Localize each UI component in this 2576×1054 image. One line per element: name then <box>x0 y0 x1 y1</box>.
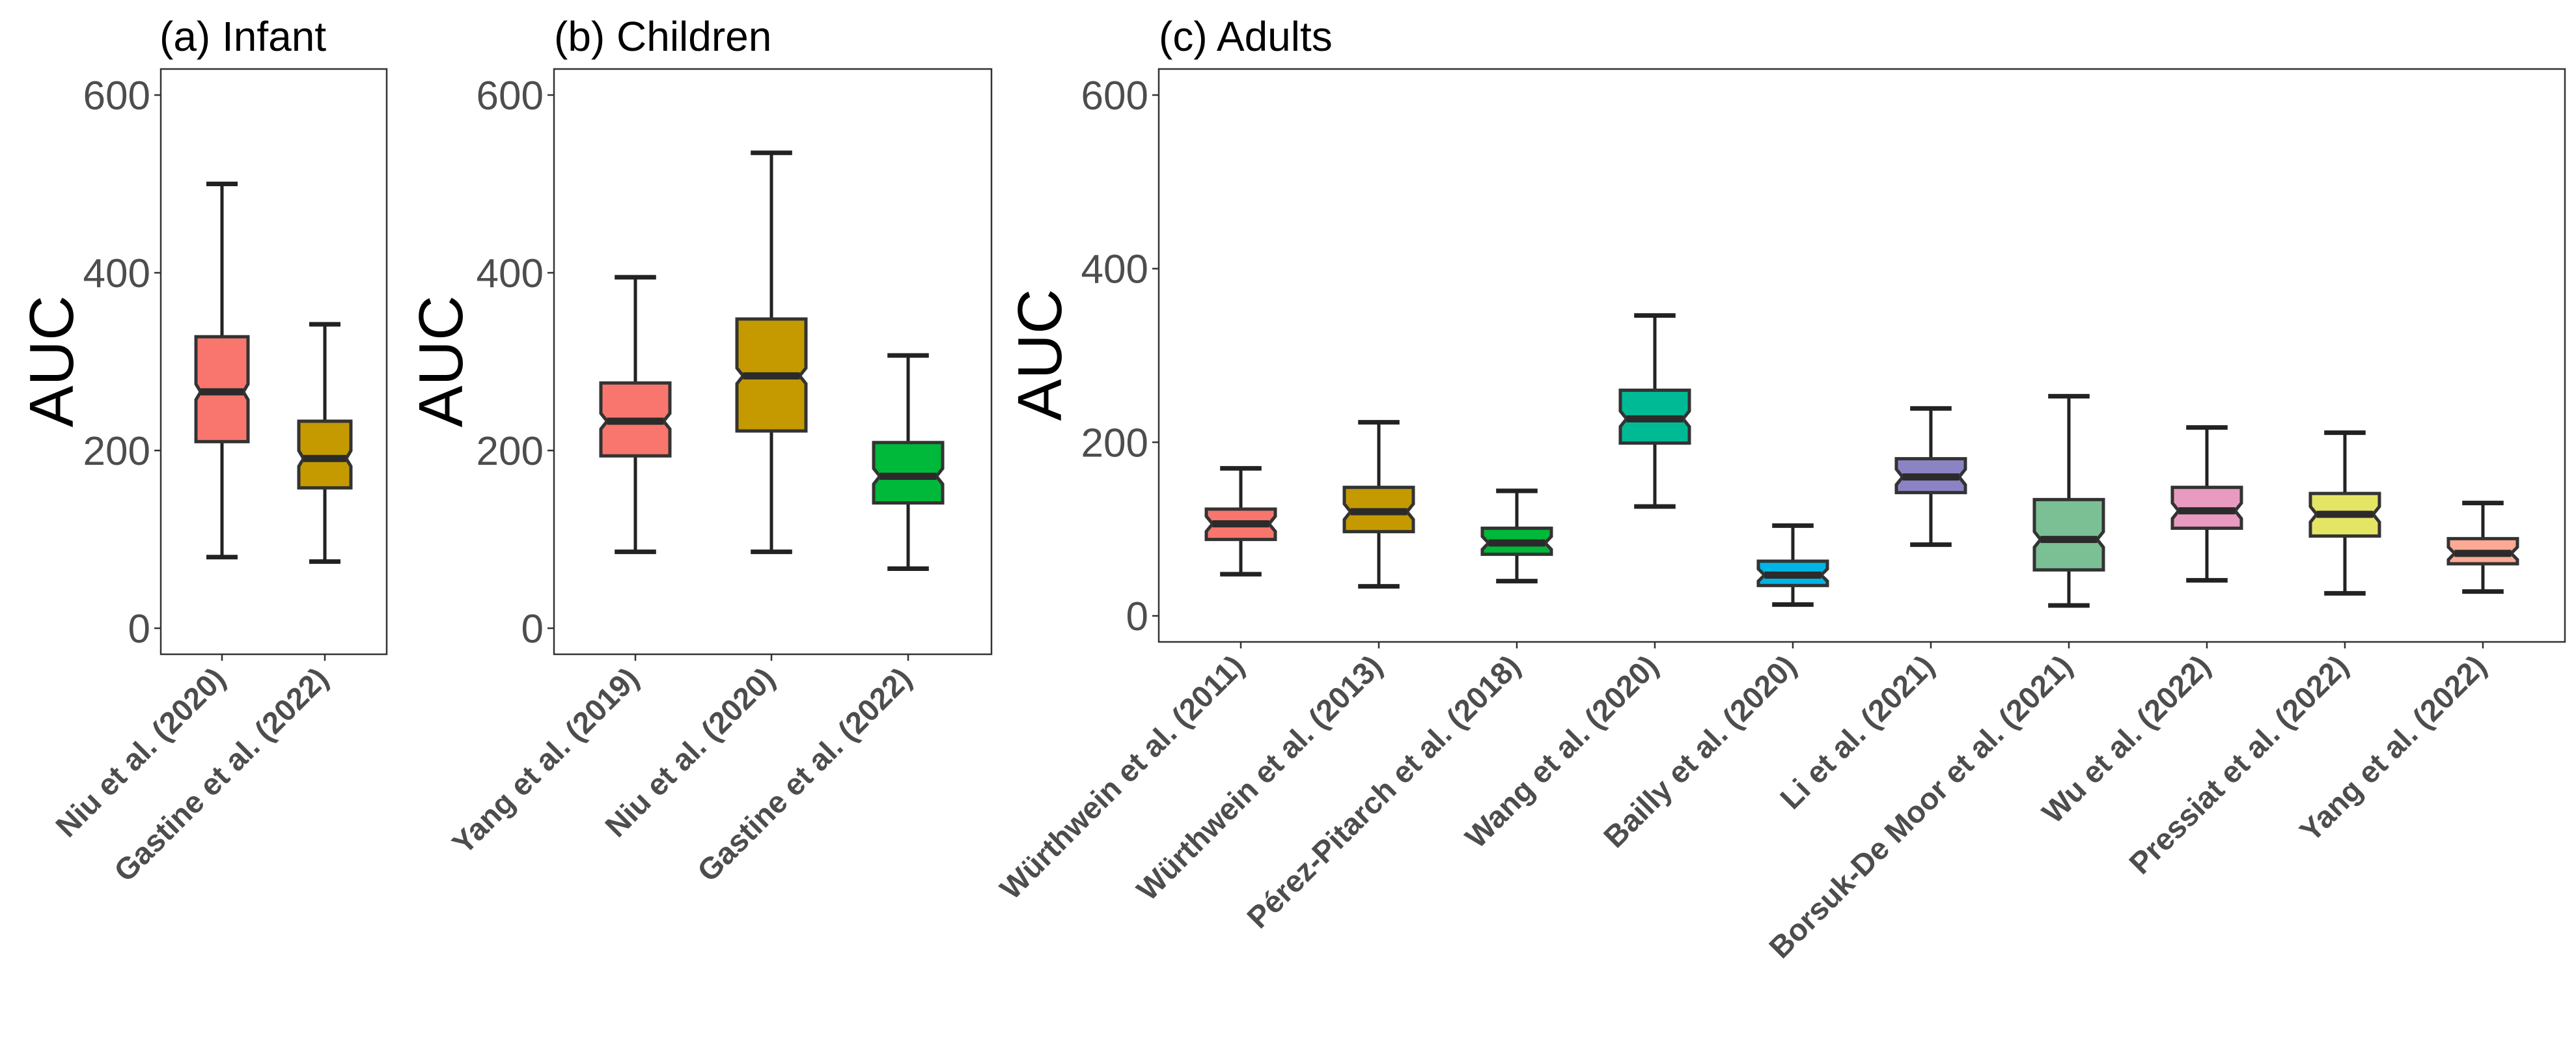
y-tick-label: 0 <box>1126 594 1148 639</box>
x-tick-label: Würthwein et al. (2011) <box>993 648 1251 906</box>
x-tick-label: Niu et al. (2020) <box>49 661 232 844</box>
panel-a-ylabel: AUC <box>17 296 87 428</box>
x-tick-label: Pérez-Pitarch et al. (2018) <box>1240 648 1527 935</box>
x-tick-label: Borsuk-De Moor et al. (2021) <box>1762 648 2079 965</box>
y-tick-label: 400 <box>477 251 544 296</box>
y-tick-label: 0 <box>521 607 544 652</box>
box-7 <box>2032 497 2105 572</box>
y-tick-label: 600 <box>1081 74 1148 118</box>
panel-border <box>1157 68 2566 643</box>
y-tick-label: 600 <box>83 74 150 118</box>
y-tick-label: 200 <box>477 429 544 474</box>
panel-a-title: (a) Infant <box>159 13 326 60</box>
x-tick-label: Würthwein et al. (2013) <box>1129 648 1389 908</box>
y-tick-label: 200 <box>1081 421 1148 465</box>
panel-b-ylabel: AUC <box>406 296 476 428</box>
panel-border <box>553 68 993 656</box>
y-tick-label: 0 <box>128 607 150 652</box>
panel-c-title: (c) Adults <box>1159 13 1333 60</box>
panel-border <box>159 68 388 656</box>
y-tick-label: 200 <box>83 429 150 474</box>
box-2 <box>297 419 353 490</box>
panel-c-ylabel: AUC <box>1005 289 1075 421</box>
y-tick-label: 600 <box>477 74 544 118</box>
y-tick-label: 400 <box>83 251 150 296</box>
y-tick-label: 400 <box>1081 247 1148 292</box>
panel-b-title: (b) Children <box>554 13 771 60</box>
